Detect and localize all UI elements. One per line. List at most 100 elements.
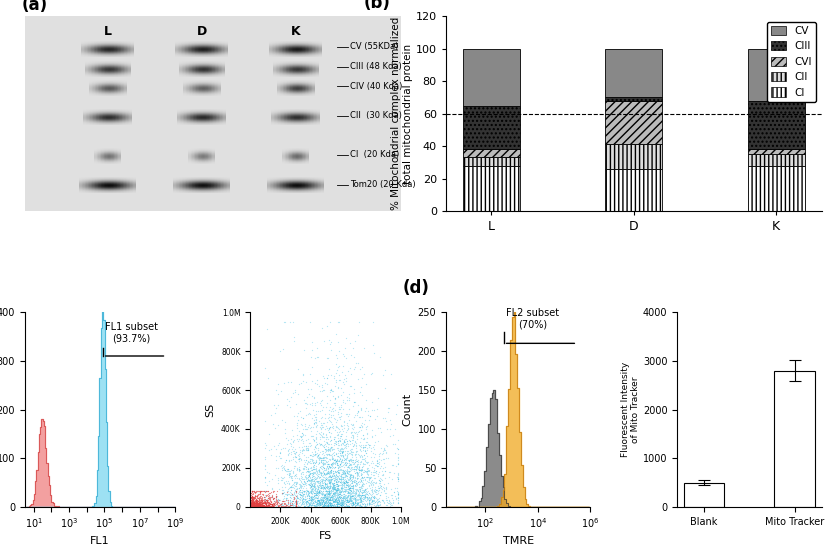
Point: [278, 466, 291, 475]
Point: [353, 490, 366, 499]
Point: [299, 425, 312, 434]
Point: [335, 501, 349, 510]
Point: [277, 318, 290, 326]
Point: [328, 496, 341, 505]
Point: [309, 469, 322, 477]
Point: [324, 476, 337, 485]
Point: [271, 502, 284, 511]
Point: [286, 494, 300, 503]
Point: [391, 475, 404, 483]
Point: [246, 502, 259, 511]
Point: [314, 398, 327, 407]
Point: [267, 499, 281, 508]
Point: [326, 492, 339, 501]
Point: [245, 498, 258, 507]
Point: [360, 438, 374, 446]
Point: [361, 477, 374, 486]
Point: [316, 462, 330, 471]
Point: [344, 481, 358, 490]
Text: FL1 subset
(93.7%): FL1 subset (93.7%): [105, 322, 158, 344]
Point: [357, 420, 370, 429]
Point: [305, 427, 318, 435]
Point: [348, 490, 361, 499]
Point: [349, 490, 362, 499]
Point: [259, 495, 272, 504]
Point: [328, 463, 341, 472]
Point: [259, 474, 272, 482]
Point: [325, 501, 339, 510]
Point: [335, 451, 349, 460]
Point: [311, 477, 325, 486]
Point: [333, 494, 346, 502]
Point: [324, 499, 337, 507]
Point: [311, 493, 325, 501]
Point: [320, 421, 333, 430]
Point: [312, 454, 325, 463]
Point: [327, 481, 340, 489]
Point: [338, 453, 351, 462]
Point: [289, 497, 302, 506]
Point: [267, 502, 281, 511]
Point: [324, 490, 337, 499]
Point: [322, 487, 335, 495]
Point: [325, 443, 338, 451]
Point: [349, 494, 362, 502]
Point: [332, 425, 345, 433]
Point: [331, 440, 344, 449]
Point: [345, 483, 359, 492]
Point: [347, 474, 360, 482]
Point: [309, 412, 322, 421]
Point: [324, 502, 337, 511]
Point: [322, 487, 335, 496]
Point: [346, 432, 359, 440]
Point: [356, 495, 369, 504]
Point: [305, 480, 319, 488]
Point: [305, 471, 319, 480]
Point: [325, 483, 339, 492]
Point: [283, 471, 296, 480]
Point: [245, 497, 258, 506]
Point: [334, 475, 347, 483]
Point: [281, 446, 294, 455]
Point: [354, 502, 367, 511]
Point: [287, 499, 300, 507]
Point: [339, 471, 353, 480]
Point: [342, 482, 355, 491]
Point: [362, 443, 375, 451]
Point: [311, 444, 325, 452]
Point: [323, 340, 336, 349]
Point: [300, 443, 313, 452]
Point: [300, 496, 314, 505]
Point: [340, 487, 354, 496]
Point: [271, 500, 284, 508]
Point: [329, 426, 342, 434]
Point: [303, 495, 316, 504]
Point: [335, 480, 349, 488]
Point: [326, 502, 339, 511]
Point: [362, 494, 375, 503]
Point: [266, 502, 279, 511]
Point: [254, 502, 267, 511]
Point: [246, 487, 259, 495]
Point: [292, 466, 305, 475]
Point: [339, 461, 353, 469]
Point: [330, 467, 344, 475]
Point: [326, 486, 339, 495]
Point: [351, 485, 364, 494]
Point: [305, 401, 319, 410]
Point: [338, 468, 351, 477]
Point: [344, 455, 358, 464]
Point: [320, 430, 333, 439]
Point: [288, 490, 301, 499]
Point: [270, 445, 283, 453]
Point: [339, 476, 353, 485]
Point: [315, 428, 328, 437]
Point: [337, 375, 350, 384]
Point: [350, 475, 364, 483]
Point: [334, 477, 348, 486]
Point: [391, 473, 404, 482]
Point: [355, 469, 369, 478]
Point: [331, 493, 344, 501]
Point: [338, 477, 351, 486]
Point: [307, 486, 320, 494]
